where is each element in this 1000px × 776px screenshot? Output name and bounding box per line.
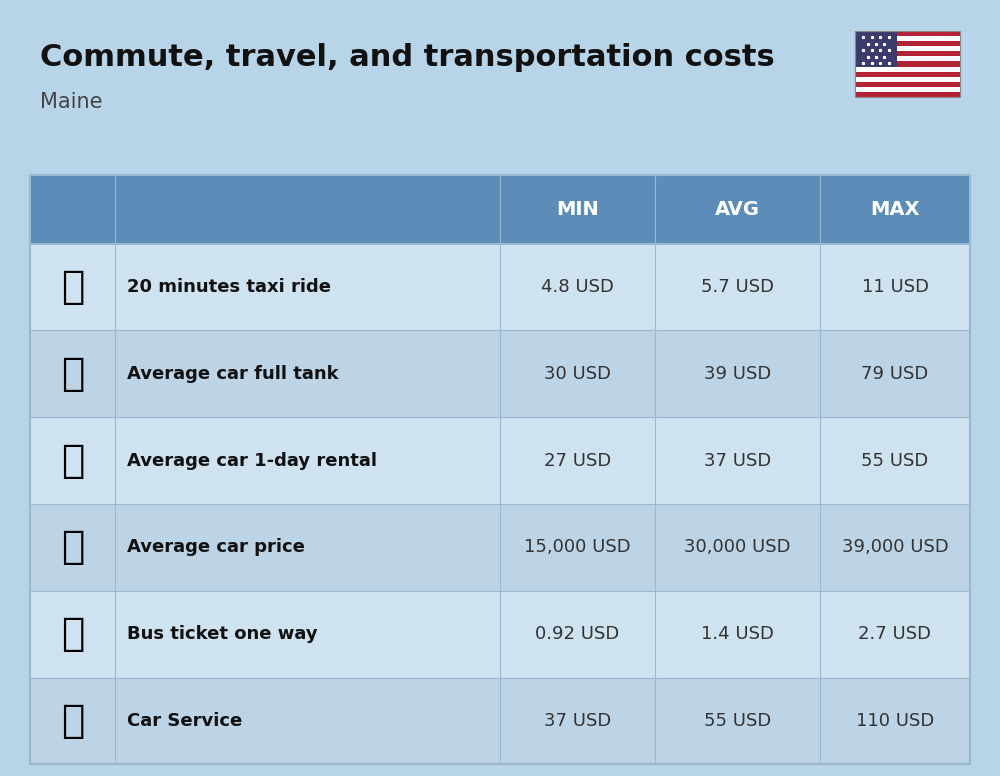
- FancyBboxPatch shape: [855, 77, 960, 81]
- Text: Average car price: Average car price: [127, 539, 305, 556]
- Text: 79 USD: 79 USD: [861, 365, 929, 383]
- Text: 55 USD: 55 USD: [704, 712, 771, 730]
- Text: 2.7 USD: 2.7 USD: [858, 625, 932, 643]
- Text: MIN: MIN: [556, 199, 599, 219]
- FancyBboxPatch shape: [855, 61, 960, 67]
- Text: Maine: Maine: [40, 92, 103, 112]
- Text: 27 USD: 27 USD: [544, 452, 611, 469]
- FancyBboxPatch shape: [855, 51, 960, 57]
- Text: AVG: AVG: [715, 199, 760, 219]
- Text: 4.8 USD: 4.8 USD: [541, 278, 614, 296]
- FancyBboxPatch shape: [855, 31, 897, 67]
- Text: 🚗: 🚗: [61, 528, 84, 566]
- Text: 37 USD: 37 USD: [704, 452, 771, 469]
- Text: 5.7 USD: 5.7 USD: [701, 278, 774, 296]
- Text: 🚕: 🚕: [61, 268, 84, 306]
- Text: Car Service: Car Service: [127, 712, 242, 730]
- FancyBboxPatch shape: [855, 47, 960, 51]
- Text: Bus ticket one way: Bus ticket one way: [127, 625, 318, 643]
- Text: 20 minutes taxi ride: 20 minutes taxi ride: [127, 278, 331, 296]
- Text: 🚙: 🚙: [61, 442, 84, 480]
- FancyBboxPatch shape: [855, 41, 960, 47]
- Text: 30 USD: 30 USD: [544, 365, 611, 383]
- FancyBboxPatch shape: [30, 591, 970, 677]
- Text: 39,000 USD: 39,000 USD: [842, 539, 948, 556]
- Text: 1.4 USD: 1.4 USD: [701, 625, 774, 643]
- Text: 110 USD: 110 USD: [856, 712, 934, 730]
- FancyBboxPatch shape: [855, 71, 960, 77]
- Text: 15,000 USD: 15,000 USD: [524, 539, 631, 556]
- FancyBboxPatch shape: [30, 504, 970, 591]
- FancyBboxPatch shape: [30, 331, 970, 417]
- FancyBboxPatch shape: [855, 57, 960, 61]
- FancyBboxPatch shape: [30, 417, 970, 504]
- Text: ⛽: ⛽: [61, 355, 84, 393]
- Text: 🚌: 🚌: [61, 615, 84, 653]
- Text: 11 USD: 11 USD: [862, 278, 928, 296]
- FancyBboxPatch shape: [855, 31, 960, 36]
- Text: 37 USD: 37 USD: [544, 712, 611, 730]
- Text: 39 USD: 39 USD: [704, 365, 771, 383]
- FancyBboxPatch shape: [855, 87, 960, 92]
- FancyBboxPatch shape: [30, 677, 970, 764]
- FancyBboxPatch shape: [855, 81, 960, 87]
- Text: 55 USD: 55 USD: [861, 452, 929, 469]
- Text: MAX: MAX: [870, 199, 920, 219]
- FancyBboxPatch shape: [30, 175, 970, 244]
- Text: Average car full tank: Average car full tank: [127, 365, 339, 383]
- FancyBboxPatch shape: [30, 244, 970, 331]
- Text: 0.92 USD: 0.92 USD: [535, 625, 620, 643]
- Text: 🚘: 🚘: [61, 702, 84, 740]
- Text: Commute, travel, and transportation costs: Commute, travel, and transportation cost…: [40, 43, 775, 71]
- FancyBboxPatch shape: [855, 92, 960, 97]
- FancyBboxPatch shape: [855, 67, 960, 71]
- FancyBboxPatch shape: [855, 36, 960, 41]
- Text: 30,000 USD: 30,000 USD: [684, 539, 791, 556]
- Text: Average car 1-day rental: Average car 1-day rental: [127, 452, 377, 469]
